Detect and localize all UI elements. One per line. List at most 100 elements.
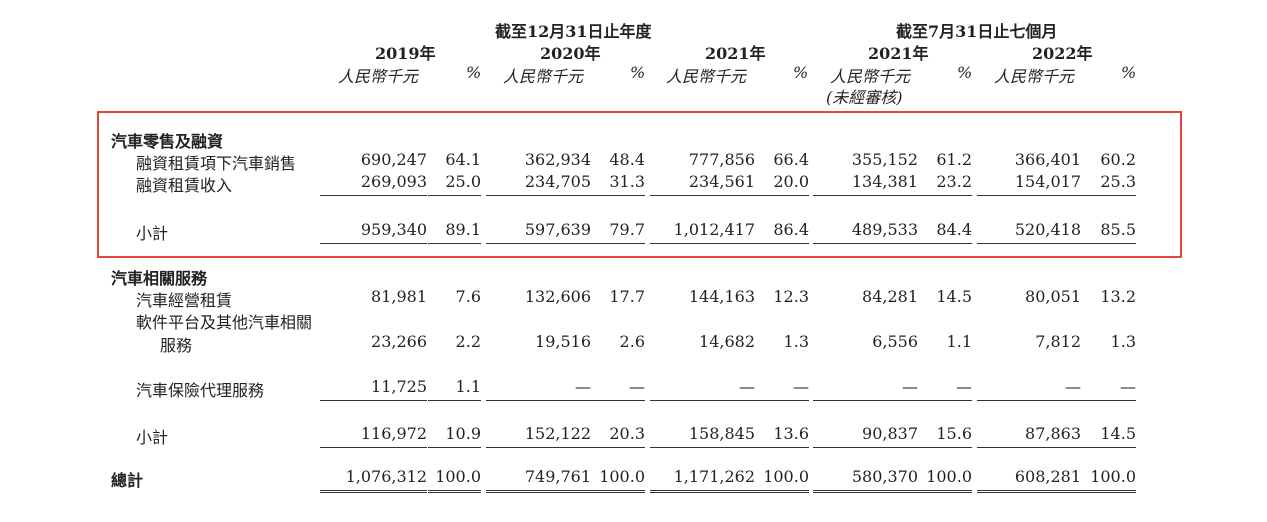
value-cell: 25.0 [445, 172, 481, 191]
double-rule-line [918, 490, 972, 493]
rule-line [813, 400, 918, 401]
col-year-2019: 2019年 [375, 44, 436, 63]
value-cell: 13.2 [1100, 287, 1136, 306]
group-header-seven-months: 截至7月31日止七個月 [896, 22, 1058, 41]
value-cell: — [956, 377, 972, 396]
value-cell: 61.2 [936, 150, 972, 169]
value-cell: 2.2 [455, 332, 481, 351]
value-cell: 7,812 [1035, 332, 1081, 351]
subtotal-cell: 14.5 [1100, 424, 1136, 443]
value-cell: 64.1 [445, 150, 481, 169]
value-cell: 144,163 [688, 287, 755, 306]
col-unit-2019: 人民幣千元 [338, 67, 419, 86]
subtotal-cell: 158,845 [688, 424, 755, 443]
subtotal-cell: 84.4 [936, 220, 972, 239]
rule-line [320, 243, 427, 244]
col-year-2020: 2020年 [540, 44, 601, 63]
col-note-unaudited: (未經審核) [826, 88, 903, 107]
rule-line [755, 400, 809, 401]
double-rule-line [1081, 490, 1136, 493]
rule-line [755, 243, 809, 244]
total-cell: 100.0 [763, 467, 809, 486]
value-cell: 1.3 [783, 332, 809, 351]
value-cell: 132,606 [524, 287, 591, 306]
value-cell: 6,556 [872, 332, 918, 351]
double-rule-line [320, 490, 427, 493]
value-cell: 20.0 [773, 172, 809, 191]
rule-line [486, 195, 591, 196]
rule-line [1081, 447, 1136, 448]
subtotal-cell: 90,837 [862, 424, 918, 443]
value-cell: 154,017 [1014, 172, 1081, 191]
subtotal-cell: 79.7 [609, 220, 645, 239]
rule-line [977, 243, 1081, 244]
col-year-2022-7m: 2022年 [1032, 44, 1093, 63]
double-rule-line [977, 490, 1081, 493]
section-title: 汽車零售及融資 [111, 132, 224, 151]
row-label: 融資租賃收入 [136, 176, 233, 195]
double-rule-line [428, 490, 481, 493]
rule-line [813, 195, 918, 196]
value-cell: — [575, 377, 591, 396]
total-cell: 580,370 [851, 467, 918, 486]
rule-line [428, 447, 481, 448]
subtotal-cell: 89.1 [445, 220, 481, 239]
rule-line [428, 243, 481, 244]
value-cell: 19,516 [535, 332, 591, 351]
value-cell: 66.4 [773, 150, 809, 169]
rule-line [918, 447, 972, 448]
rule-line [591, 400, 645, 401]
section-title: 汽車相關服務 [111, 269, 208, 288]
subtotal-cell: 10.9 [445, 424, 481, 443]
rule-line [1081, 195, 1136, 196]
row-label: 汽車保險代理服務 [136, 381, 265, 400]
row-label-continued: 服務 [160, 336, 193, 355]
col-pct-2021-7m: % [957, 63, 973, 82]
value-cell: 1.1 [455, 377, 481, 396]
rule-line [813, 447, 918, 448]
row-label: 融資租賃項下汽車銷售 [136, 154, 297, 173]
rule-line [591, 195, 645, 196]
subtotal-cell: 520,418 [1014, 220, 1081, 239]
value-cell: 23.2 [936, 172, 972, 191]
subtotal-cell: 1,012,417 [673, 220, 755, 239]
col-pct-2022-7m: % [1121, 63, 1137, 82]
total-cell: 1,076,312 [345, 467, 427, 486]
total-cell: 1,171,262 [673, 467, 755, 486]
subtotal-cell: 489,533 [851, 220, 918, 239]
value-cell: 1.1 [946, 332, 972, 351]
subtotal-cell: 116,972 [360, 424, 427, 443]
row-label: 軟件平台及其他汽車相關 [136, 313, 313, 332]
subtotal-cell: 959,340 [360, 220, 427, 239]
value-cell: 12.3 [773, 287, 809, 306]
value-cell: 777,856 [688, 150, 755, 169]
rule-line [918, 400, 972, 401]
highlight-box [97, 111, 1182, 258]
subtotal-label: 小計 [136, 428, 169, 447]
rule-line [486, 400, 591, 401]
rule-line [591, 243, 645, 244]
col-unit-2020: 人民幣千元 [503, 67, 584, 86]
value-cell: 366,401 [1014, 150, 1081, 169]
value-cell: 362,934 [524, 150, 591, 169]
total-label: 總計 [111, 471, 144, 490]
total-cell: 100.0 [435, 467, 481, 486]
col-pct-2020: % [630, 63, 646, 82]
subtotal-cell: 13.6 [773, 424, 809, 443]
value-cell: 11,725 [371, 377, 427, 396]
value-cell: 355,152 [851, 150, 918, 169]
value-cell: 690,247 [360, 150, 427, 169]
rule-line [486, 243, 591, 244]
double-rule-line [813, 490, 918, 493]
rule-line [650, 447, 755, 448]
subtotal-cell: 20.3 [609, 424, 645, 443]
value-cell: 84,281 [862, 287, 918, 306]
value-cell: 25.3 [1100, 172, 1136, 191]
rule-line [320, 447, 427, 448]
total-cell: 749,761 [524, 467, 591, 486]
rule-line [1081, 243, 1136, 244]
value-cell: 14.5 [936, 287, 972, 306]
rule-line [650, 243, 755, 244]
rule-line [428, 400, 481, 401]
total-cell: 100.0 [1090, 467, 1136, 486]
